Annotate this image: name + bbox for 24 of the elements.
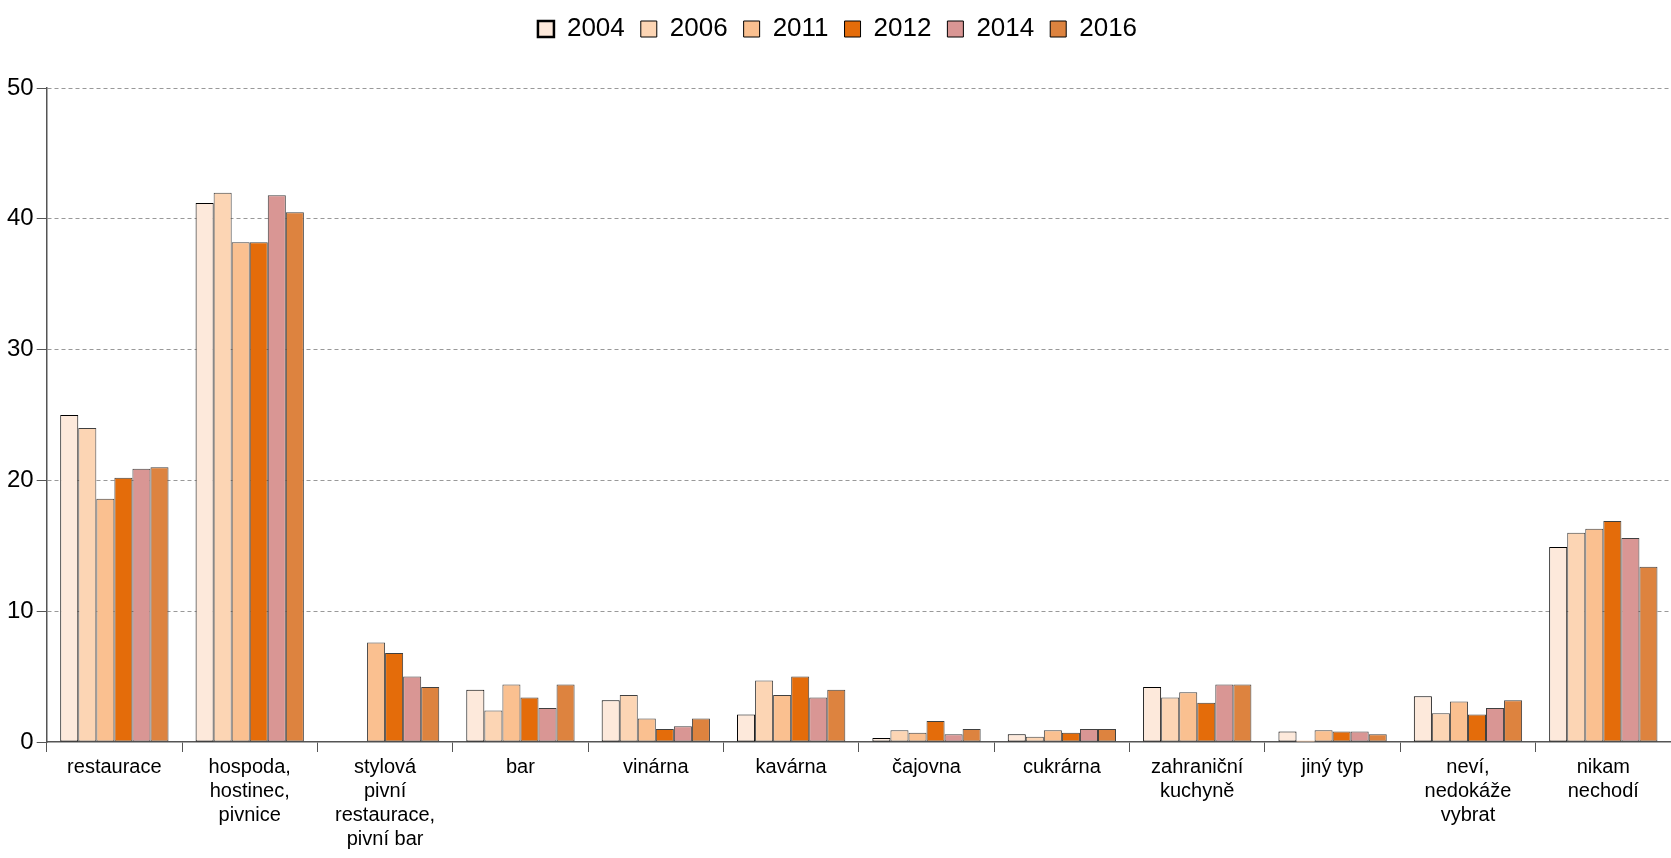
legend-label: 2011 <box>772 12 829 43</box>
x-tick-label: bar <box>506 754 536 777</box>
legend-label: 2016 <box>1079 12 1138 43</box>
x-tick-label: stylová pivní restaurace, pivní bar <box>335 754 436 849</box>
x-tick-label: čajovna <box>892 754 962 777</box>
legend-label: 2004 <box>566 12 625 43</box>
y-tick-label: 30 <box>6 334 34 362</box>
x-tick-label: neví, nedokáže vybrat <box>1424 754 1512 825</box>
legend-label: 2012 <box>873 12 932 43</box>
y-tick-label: 40 <box>6 203 34 231</box>
x-tick-label: restaurace <box>67 754 162 777</box>
x-tick-label: hospoda, hostinec, pivnice <box>208 754 291 825</box>
y-tick-label: 10 <box>6 595 34 623</box>
x-tick-label: cukrárna <box>1022 754 1102 777</box>
x-tick-label: kavárna <box>755 754 828 777</box>
legend-label: 2014 <box>976 12 1035 43</box>
y-tick-label: 20 <box>6 465 34 493</box>
x-tick-label: zahraniční kuchyně <box>1151 754 1244 801</box>
x-tick-label: vinárna <box>623 754 690 777</box>
legend-label: 2006 <box>669 12 728 43</box>
x-tick-label: nikam nechodí <box>1567 754 1640 801</box>
y-tick-label: 50 <box>6 72 34 100</box>
y-tick-label: 0 <box>20 726 34 754</box>
x-tick-label: jiný typ <box>1300 754 1364 777</box>
